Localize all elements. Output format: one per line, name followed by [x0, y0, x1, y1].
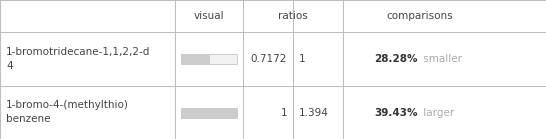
Text: 1-bromotridecane-1,1,2,2-d
4: 1-bromotridecane-1,1,2,2-d 4: [6, 47, 150, 71]
Text: 1-bromo-4-(methylthio)
benzene: 1-bromo-4-(methylthio) benzene: [6, 100, 129, 125]
Text: 1.394: 1.394: [299, 107, 329, 117]
Text: larger: larger: [419, 107, 454, 117]
Text: 1: 1: [299, 54, 306, 64]
Text: smaller: smaller: [419, 54, 461, 64]
Text: 1: 1: [281, 107, 287, 117]
Text: 0.7172: 0.7172: [251, 54, 287, 64]
Text: visual: visual: [194, 11, 224, 21]
Bar: [181, 107, 237, 117]
Text: comparisons: comparisons: [386, 11, 453, 21]
Bar: [181, 107, 237, 117]
Text: 39.43%: 39.43%: [374, 107, 418, 117]
Bar: [181, 54, 237, 64]
Text: 28.28%: 28.28%: [374, 54, 418, 64]
Text: ratios: ratios: [278, 11, 308, 21]
Bar: [181, 54, 210, 64]
